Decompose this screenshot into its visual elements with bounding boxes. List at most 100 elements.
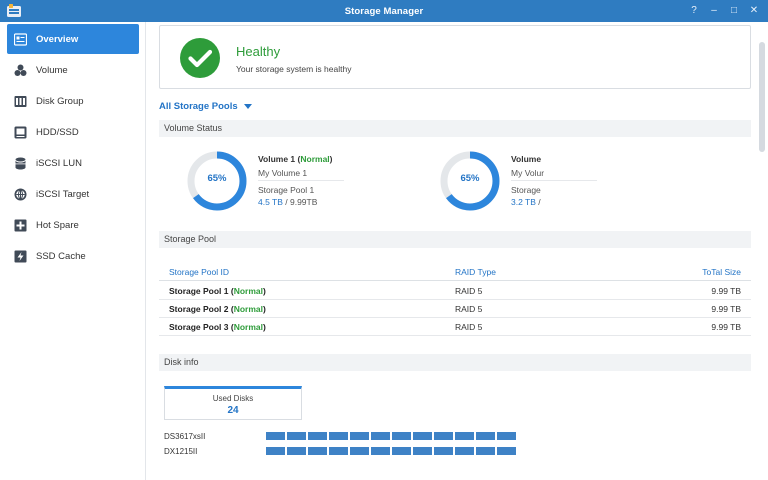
volume-summary[interactable]: 65% Volume My Volur Storage 3.2 TB /	[439, 150, 679, 216]
column-header-raid-type[interactable]: RAID Type	[455, 267, 496, 277]
enclosure-name: DS3617xsII	[164, 432, 206, 441]
disk-slot[interactable]	[476, 447, 495, 455]
disk-slot[interactable]	[371, 432, 390, 440]
ssd-cache-icon	[14, 250, 27, 262]
sidebar-item-label: HDD/SSD	[36, 126, 79, 138]
disk-slot[interactable]	[413, 432, 432, 440]
divider	[258, 180, 344, 181]
disk-slot[interactable]	[308, 447, 327, 455]
volume-status-heading: Volume Status	[159, 120, 751, 137]
disk-slot[interactable]	[350, 432, 369, 440]
sidebar-item-disk-group[interactable]: Disk Group	[7, 86, 139, 116]
volume-pool: Storage	[511, 185, 541, 195]
table-row[interactable]: Storage Pool 2 (Normal) RAID 5 9.99 TB	[159, 300, 751, 318]
maximize-button[interactable]: □	[730, 5, 738, 16]
disk-slot[interactable]	[287, 447, 306, 455]
disk-slot[interactable]	[455, 432, 474, 440]
disk-info-heading: Disk info	[159, 354, 751, 371]
checkmark-icon	[180, 38, 220, 78]
pool-raid-type: RAID 5	[455, 286, 483, 296]
main-content: Healthy Your storage system is healthy A…	[148, 22, 756, 480]
health-status-description: Your storage system is healthy	[236, 64, 352, 74]
disk-slot[interactable]	[308, 432, 327, 440]
close-button[interactable]: ✕	[749, 5, 759, 16]
table-row[interactable]: Storage Pool 1 (Normal) RAID 5 9.99 TB	[159, 282, 751, 300]
storage-pool-dropdown-label: All Storage Pools	[159, 101, 238, 112]
pool-raid-type: RAID 5	[455, 304, 483, 314]
disk-slot[interactable]	[434, 447, 453, 455]
hdd-icon	[14, 126, 27, 138]
scrollbar-thumb[interactable]	[759, 42, 765, 152]
pool-raid-type: RAID 5	[455, 322, 483, 332]
vertical-scrollbar[interactable]	[756, 22, 768, 480]
disk-slot[interactable]	[266, 447, 285, 455]
sidebar: Overview Volume Disk Group HDD/SSD iSCSI…	[0, 22, 146, 480]
storage-pool-dropdown[interactable]: All Storage Pools	[159, 101, 252, 112]
sidebar-item-hdd-ssd[interactable]: HDD/SSD	[7, 117, 139, 147]
table-row[interactable]: Storage Pool 3 (Normal) RAID 5 9.99 TB	[159, 318, 751, 336]
sidebar-item-iscsi-lun[interactable]: iSCSI LUN	[7, 148, 139, 178]
used-disks-card: Used Disks 24	[164, 386, 302, 420]
volume-status: Normal	[300, 154, 330, 164]
storage-pool-heading: Storage Pool	[159, 231, 751, 248]
enclosure-row: DX1215II	[164, 446, 524, 458]
sidebar-item-label: Volume	[36, 64, 68, 76]
iscsi-target-icon	[14, 188, 27, 200]
column-header-total-size[interactable]: ToTal Size	[702, 267, 741, 277]
disk-slot[interactable]	[434, 432, 453, 440]
sidebar-item-hot-spare[interactable]: Hot Spare	[7, 210, 139, 240]
disk-group-icon	[14, 95, 27, 107]
disk-slot[interactable]	[392, 447, 411, 455]
volume-usage-percent: 65%	[460, 173, 480, 184]
disk-slot[interactable]	[476, 432, 495, 440]
health-status-title: Healthy	[236, 44, 281, 59]
pool-status: Normal	[233, 286, 264, 296]
pool-name: Storage Pool 3 (Normal)	[169, 322, 266, 332]
title-bar: Storage Manager ? – □ ✕	[0, 0, 768, 22]
disk-slot[interactable]	[371, 447, 390, 455]
storage-pool-table-header: Storage Pool ID RAID Type ToTal Size	[159, 264, 751, 281]
used-disks-label: Used Disks	[212, 394, 254, 403]
help-button[interactable]: ?	[691, 5, 697, 16]
disk-slot[interactable]	[329, 447, 348, 455]
disk-slot[interactable]	[287, 432, 306, 440]
iscsi-lun-icon	[15, 157, 26, 169]
volume-capacity: 3.2 TB /	[511, 197, 541, 207]
used-disks-count: 24	[227, 405, 239, 416]
sidebar-item-overview[interactable]: Overview	[7, 24, 139, 54]
disk-slot[interactable]	[392, 432, 411, 440]
disk-slot[interactable]	[350, 447, 369, 455]
sidebar-item-label: Overview	[36, 33, 79, 45]
disk-slot[interactable]	[266, 432, 285, 440]
pool-name: Storage Pool 2 (Normal)	[169, 304, 266, 314]
enclosure-row: DS3617xsII	[164, 431, 524, 443]
pool-status: Normal	[233, 304, 264, 314]
sidebar-item-label: iSCSI Target	[36, 188, 90, 200]
volume-usage-donut	[187, 151, 247, 211]
pool-status: Normal	[233, 322, 264, 332]
volume-icon	[14, 64, 27, 76]
window-title: Storage Manager	[344, 6, 424, 17]
pool-total-size: 9.99 TB	[711, 286, 741, 296]
sidebar-item-label: Disk Group	[36, 95, 84, 107]
disk-slot[interactable]	[497, 432, 516, 440]
column-header-pool-id[interactable]: Storage Pool ID	[169, 267, 230, 277]
minimize-button[interactable]: –	[711, 5, 717, 16]
sidebar-item-volume[interactable]: Volume	[7, 55, 139, 85]
sidebar-item-iscsi-target[interactable]: iSCSI Target	[7, 179, 139, 209]
disk-slot[interactable]	[455, 447, 474, 455]
disk-slot[interactable]	[497, 447, 516, 455]
volume-summary[interactable]: 65% Volume 1 (Normal) My Volume 1 Storag…	[186, 150, 426, 216]
sidebar-item-label: Hot Spare	[36, 219, 79, 231]
volume-usage-percent: 65%	[207, 173, 227, 184]
volume-description: My Volume 1	[258, 168, 308, 178]
sidebar-item-ssd-cache[interactable]: SSD Cache	[7, 241, 139, 271]
disk-slot[interactable]	[413, 447, 432, 455]
pool-total-size: 9.99 TB	[711, 322, 741, 332]
pool-name: Storage Pool 1 (Normal)	[169, 286, 266, 296]
volume-description: My Volur	[511, 168, 545, 178]
health-card: Healthy Your storage system is healthy	[159, 25, 751, 89]
enclosure-name: DX1215II	[164, 447, 198, 456]
overview-icon	[14, 32, 27, 46]
disk-slot[interactable]	[329, 432, 348, 440]
